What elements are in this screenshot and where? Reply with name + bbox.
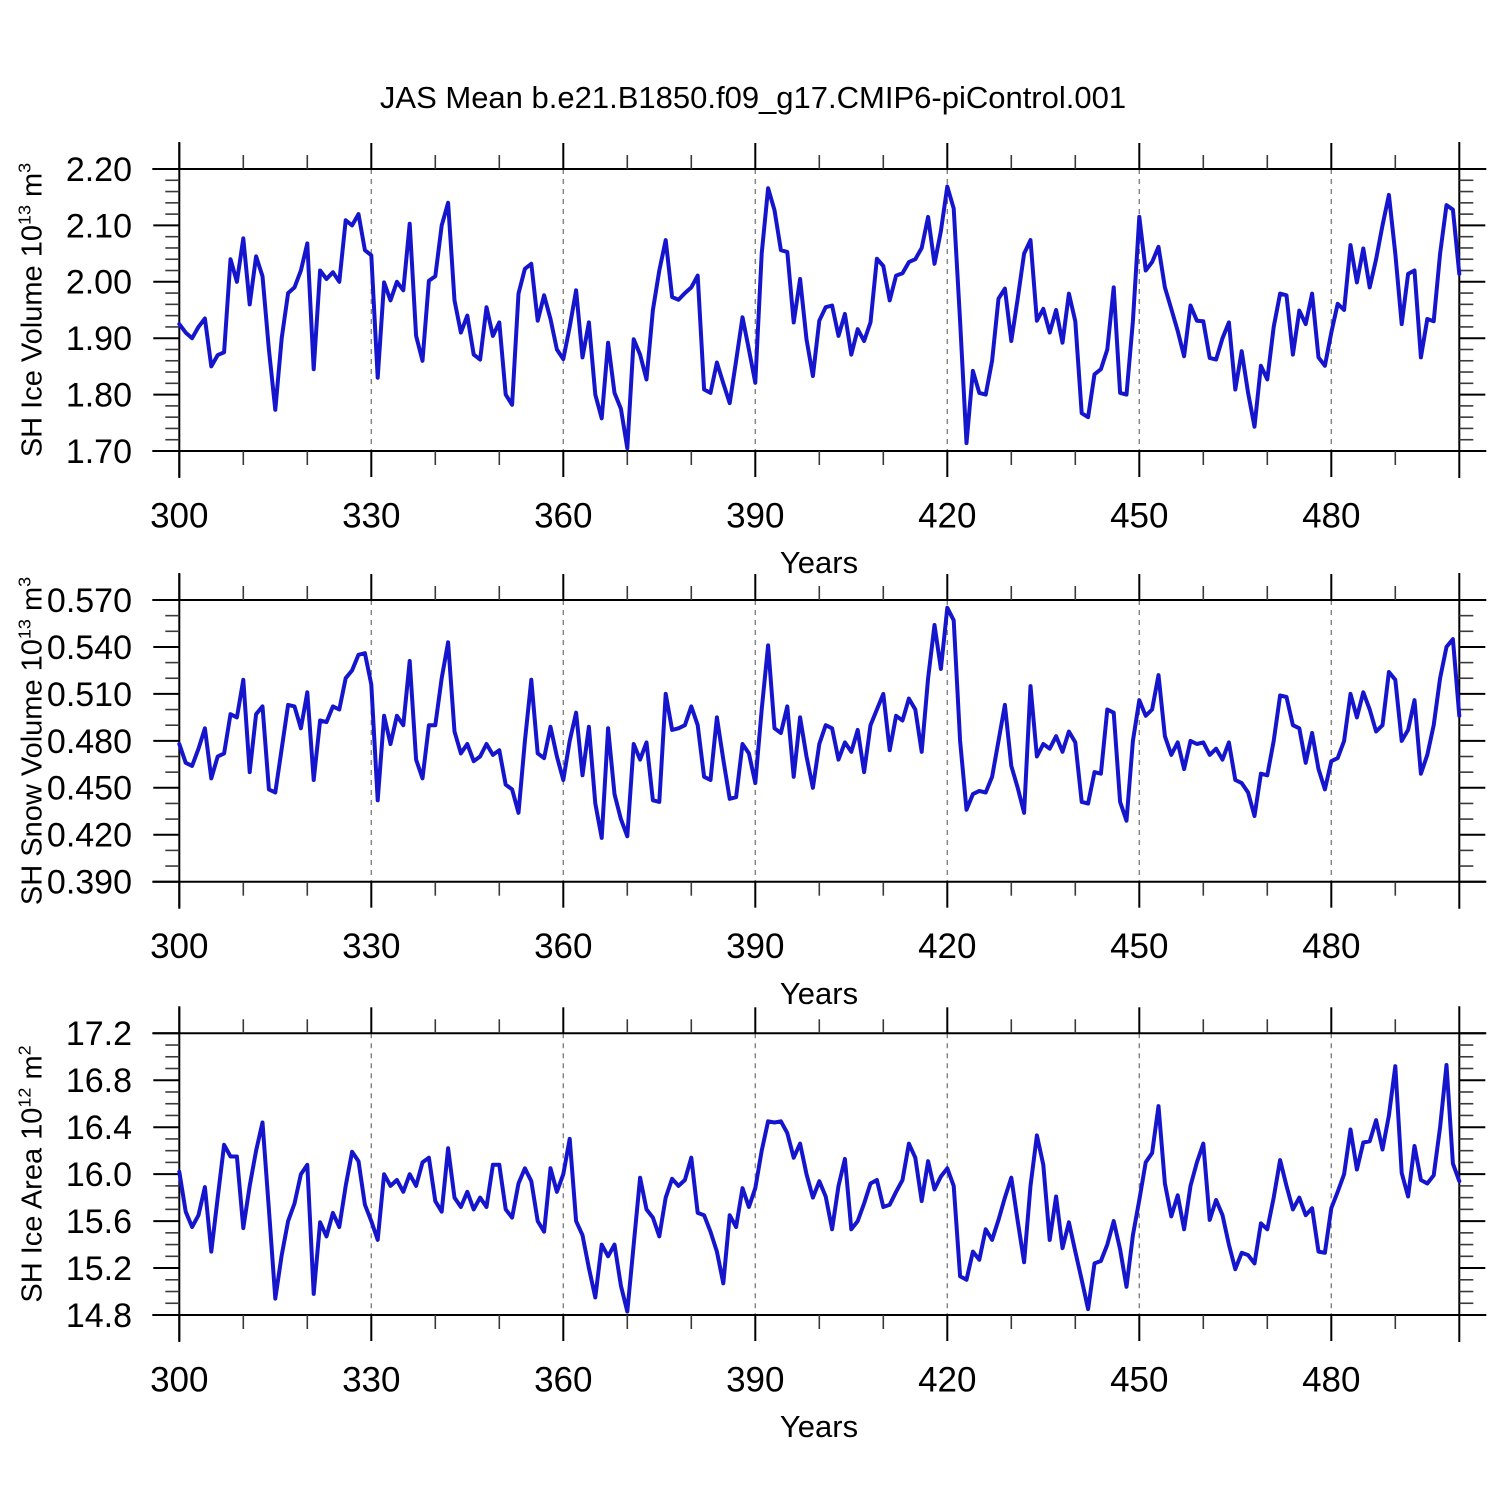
y-tick-label: 1.90 xyxy=(66,320,132,358)
tick-labels: 2.20 2.10 2.00 1.90 1.80 1.70 300 330 360 390 420 4… xyxy=(66,151,1361,535)
x-tick-label: 450 xyxy=(1110,1360,1168,1399)
y-tick-label: 0.570 xyxy=(47,582,132,620)
gridlines xyxy=(370,600,1333,882)
gridlines xyxy=(370,169,1333,451)
x-tick-label: 330 xyxy=(342,496,400,535)
x-tick-label: 480 xyxy=(1302,927,1360,966)
y-axis-label-text: SH Ice Volume 10 xyxy=(16,225,49,458)
y-tick-label: 0.480 xyxy=(47,723,132,761)
y-tick-label: 0.510 xyxy=(47,676,132,714)
panel-sh-ice-area: 17.2 16.8 16.4 16.0 15.6 15.2 14.8 300 330 360 390… xyxy=(66,1006,1487,1399)
axis-ticks xyxy=(153,1007,1486,1341)
y-tick-label: 16.4 xyxy=(66,1109,132,1147)
sh-ice-area-line xyxy=(177,1063,1462,1314)
sh-snow-volume-line xyxy=(177,605,1462,840)
panel-sh-ice-volume: 2.20 2.10 2.00 1.90 1.80 1.70 300 330 360 390 420 4… xyxy=(66,142,1487,535)
y-tick-label: 0.450 xyxy=(47,770,132,808)
y-tick-label: 17.2 xyxy=(66,1015,132,1053)
y-tick-label: 15.2 xyxy=(66,1250,132,1288)
x-tick-label: 450 xyxy=(1110,496,1168,535)
x-tick-label: 390 xyxy=(726,496,784,535)
y-tick-label: 0.420 xyxy=(47,817,132,855)
y-tick-label: 14.8 xyxy=(66,1297,132,1335)
axes-frame xyxy=(152,1006,1487,1342)
x-tick-label: 480 xyxy=(1302,1360,1360,1399)
x-axis-label-years-panel-3: Years xyxy=(779,1409,859,1444)
tick-labels: 17.2 16.8 16.4 16.0 15.6 15.2 14.8 300 330 360 390… xyxy=(66,1015,1361,1399)
tick-labels: 0.570 0.540 0.510 0.480 0.450 0.420 0.390 300 33… xyxy=(47,582,1361,966)
y-axis-label-exponent: 12 xyxy=(14,1087,35,1108)
x-tick-label: 420 xyxy=(918,496,976,535)
axis-ticks xyxy=(153,574,1486,908)
x-axis-label-years-panel-1: Years xyxy=(779,545,859,580)
sh-ice-volume-line xyxy=(177,184,1462,451)
y-axis-label-unit-exponent: 2 xyxy=(14,1045,35,1056)
x-tick-label: 360 xyxy=(534,496,592,535)
x-tick-label: 390 xyxy=(726,1360,784,1399)
y-tick-label: 1.70 xyxy=(66,433,132,471)
y-axis-label-unit-exponent: 3 xyxy=(14,576,35,587)
x-tick-label: 300 xyxy=(150,496,208,535)
x-tick-label: 420 xyxy=(918,927,976,966)
chart-title: JAS Mean b.e21.B1850.f09_g17.CMIP6-piCon… xyxy=(379,80,1127,115)
y-axis-label-text: SH Ice Area 10 xyxy=(16,1107,49,1303)
x-tick-label: 330 xyxy=(342,927,400,966)
y-tick-label: 0.390 xyxy=(47,864,132,902)
y-axis-label-unit-exponent: 3 xyxy=(14,162,35,173)
x-tick-label: 330 xyxy=(342,1360,400,1399)
panel-sh-snow-volume: 0.570 0.540 0.510 0.480 0.450 0.420 0.390 300 33… xyxy=(47,573,1487,966)
y-tick-label: 2.00 xyxy=(66,264,132,302)
y-tick-label: 2.10 xyxy=(66,207,132,245)
y-axis-label-ice-area: SH Ice Area 1012 m2 xyxy=(15,1046,50,1303)
axis-ticks xyxy=(153,143,1486,477)
y-axis-label-ice-volume: SH Ice Volume 1013 m3 xyxy=(15,163,50,457)
y-axis-label-unit: m xyxy=(16,586,49,619)
y-tick-label: 15.6 xyxy=(66,1203,132,1241)
y-axis-label-unit: m xyxy=(16,1055,49,1088)
x-tick-label: 360 xyxy=(534,1360,592,1399)
x-axis-label-years-panel-2: Years xyxy=(779,975,859,1011)
x-tick-label: 420 xyxy=(918,1360,976,1399)
x-tick-label: 450 xyxy=(1110,927,1168,966)
y-axis-label-exponent: 13 xyxy=(14,205,35,226)
x-tick-label: 300 xyxy=(150,927,208,966)
y-axis-label-text: SH Snow Volume 10 xyxy=(16,638,49,905)
x-tick-label: 360 xyxy=(534,927,592,966)
y-axis-label-snow-volume: SH Snow Volume 1013 m3 xyxy=(15,577,50,905)
x-tick-label: 480 xyxy=(1302,496,1360,535)
y-axis-label-exponent: 13 xyxy=(14,618,35,639)
x-tick-label: 300 xyxy=(150,1360,208,1399)
y-tick-label: 0.540 xyxy=(47,629,132,667)
gridlines xyxy=(370,1033,1333,1315)
y-tick-label: 16.8 xyxy=(66,1062,132,1100)
y-tick-label: 16.0 xyxy=(66,1156,132,1194)
y-tick-label: 2.20 xyxy=(66,151,132,189)
y-tick-label: 1.80 xyxy=(66,377,132,415)
x-tick-label: 390 xyxy=(726,927,784,966)
y-axis-label-unit: m xyxy=(16,172,49,206)
